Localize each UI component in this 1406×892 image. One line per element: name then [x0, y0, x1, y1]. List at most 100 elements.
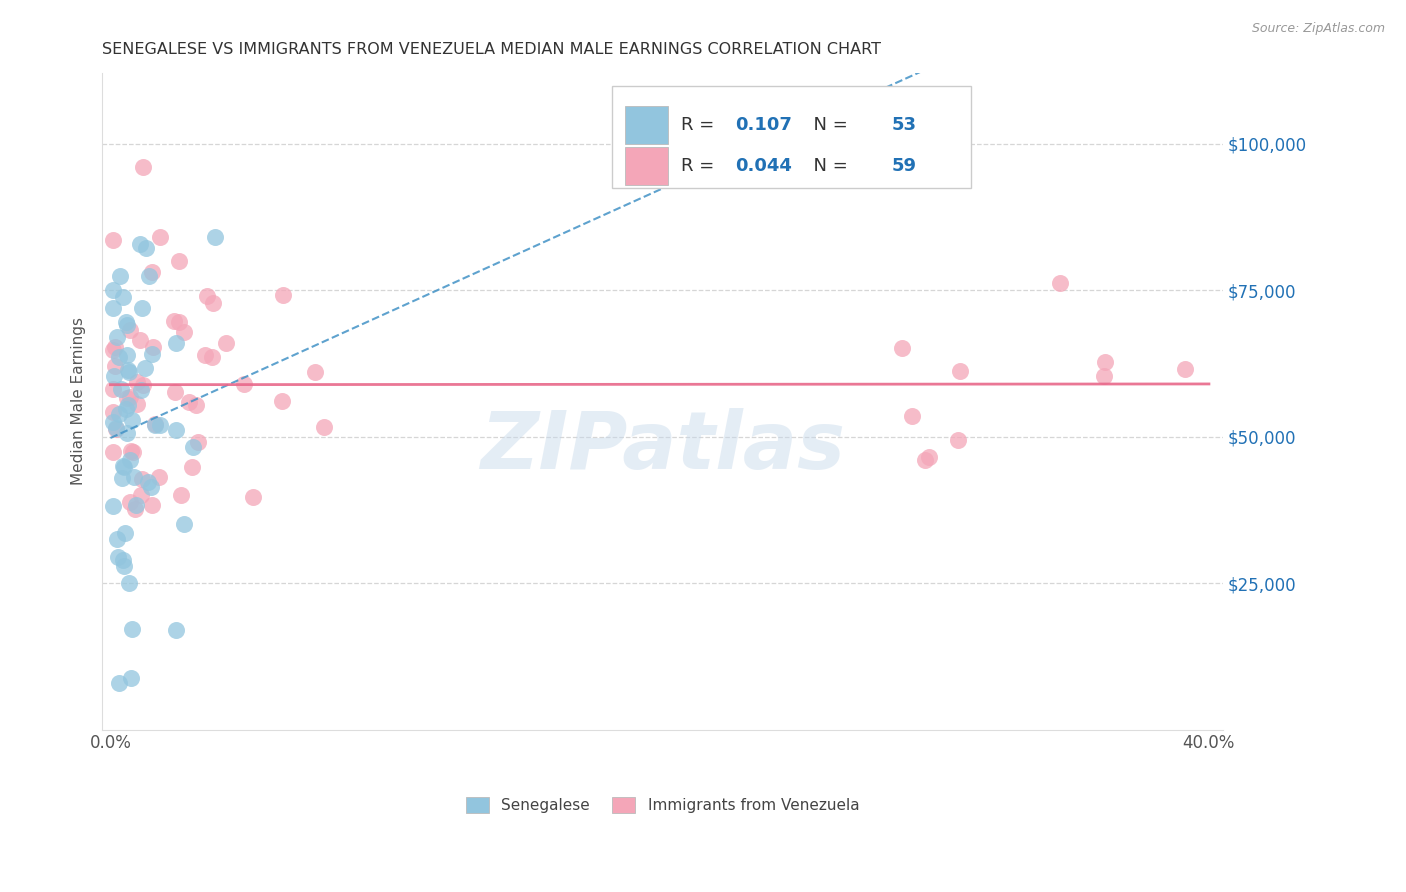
Immigrants from Venezuela [120, 495, 142, 509]
Immigrants from Venezuela [202, 296, 225, 310]
Immigrants from Venezuela [127, 397, 149, 411]
Senegalese [143, 418, 166, 433]
Senegalese [139, 480, 162, 494]
Immigrants from Venezuela [104, 340, 127, 354]
Immigrants from Venezuela [271, 288, 294, 302]
Immigrants from Venezuela [242, 490, 264, 504]
Immigrants from Venezuela [918, 450, 941, 464]
Immigrants from Venezuela [149, 230, 172, 244]
Immigrants from Venezuela [271, 393, 294, 408]
Senegalese [115, 426, 138, 441]
Senegalese [117, 398, 139, 412]
Senegalese [112, 553, 135, 567]
Senegalese [141, 347, 163, 361]
Immigrants from Venezuela [195, 289, 218, 303]
Senegalese [173, 516, 195, 531]
Immigrants from Venezuela [946, 433, 969, 447]
Text: 53: 53 [893, 116, 917, 134]
Text: N =: N = [803, 116, 853, 134]
Immigrants from Venezuela [181, 459, 204, 474]
Senegalese [136, 475, 159, 489]
Senegalese [103, 283, 125, 297]
Senegalese [114, 315, 136, 329]
Immigrants from Venezuela [214, 335, 236, 350]
Text: 0.107: 0.107 [735, 116, 792, 134]
Senegalese [118, 453, 141, 467]
Senegalese [122, 470, 145, 484]
Y-axis label: Median Male Earnings: Median Male Earnings [72, 318, 86, 485]
Senegalese [112, 460, 135, 475]
Immigrants from Venezuela [143, 417, 166, 431]
Immigrants from Venezuela [949, 364, 972, 378]
Senegalese [108, 407, 131, 421]
Immigrants from Venezuela [104, 359, 127, 373]
Senegalese [107, 549, 129, 564]
Senegalese [166, 423, 188, 437]
Immigrants from Venezuela [194, 348, 217, 362]
Senegalese [110, 383, 132, 397]
Immigrants from Venezuela [103, 233, 125, 247]
Immigrants from Venezuela [120, 444, 142, 458]
Immigrants from Venezuela [118, 323, 141, 337]
Immigrants from Venezuela [890, 341, 912, 355]
Senegalese [134, 360, 156, 375]
Immigrants from Venezuela [103, 382, 125, 396]
Senegalese [104, 421, 127, 435]
Senegalese [135, 241, 157, 255]
Senegalese [128, 237, 150, 252]
Immigrants from Venezuela [132, 160, 155, 174]
Immigrants from Venezuela [233, 377, 256, 392]
Immigrants from Venezuela [128, 333, 150, 347]
Text: N =: N = [803, 157, 853, 175]
Immigrants from Venezuela [901, 409, 924, 423]
Text: SENEGALESE VS IMMIGRANTS FROM VENEZUELA MEDIAN MALE EARNINGS CORRELATION CHART: SENEGALESE VS IMMIGRANTS FROM VENEZUELA … [103, 42, 882, 57]
Immigrants from Venezuela [103, 445, 125, 459]
Immigrants from Venezuela [132, 377, 155, 392]
Legend: Senegalese, Immigrants from Venezuela: Senegalese, Immigrants from Venezuela [458, 789, 868, 821]
Senegalese [103, 415, 125, 429]
Senegalese [107, 675, 129, 690]
Immigrants from Venezuela [1092, 368, 1115, 383]
Senegalese [120, 672, 142, 686]
Immigrants from Venezuela [131, 472, 153, 486]
Senegalese [103, 301, 125, 315]
Immigrants from Venezuela [141, 498, 163, 512]
Senegalese [131, 301, 153, 315]
Immigrants from Venezuela [1049, 276, 1071, 290]
Senegalese [165, 336, 187, 351]
Text: Source: ZipAtlas.com: Source: ZipAtlas.com [1251, 22, 1385, 36]
Text: 0.044: 0.044 [735, 157, 792, 175]
Senegalese [117, 348, 139, 362]
Senegalese [103, 369, 125, 384]
Immigrants from Venezuela [167, 315, 190, 329]
Senegalese [118, 576, 141, 591]
Text: R =: R = [682, 157, 720, 175]
Senegalese [204, 230, 226, 244]
Senegalese [121, 413, 143, 427]
Senegalese [108, 269, 131, 284]
Senegalese [138, 269, 160, 284]
Immigrants from Venezuela [177, 395, 200, 409]
Text: ZIPatlas: ZIPatlas [479, 409, 845, 486]
Senegalese [105, 532, 128, 546]
Text: 59: 59 [893, 157, 917, 175]
Immigrants from Venezuela [184, 398, 207, 412]
Immigrants from Venezuela [125, 375, 148, 389]
Immigrants from Venezuela [914, 452, 936, 467]
Senegalese [108, 351, 131, 365]
Immigrants from Venezuela [201, 350, 224, 364]
Immigrants from Venezuela [104, 422, 127, 436]
Bar [626, 106, 668, 144]
Immigrants from Venezuela [124, 502, 146, 516]
Senegalese [111, 471, 134, 485]
Immigrants from Venezuela [187, 435, 209, 450]
Immigrants from Venezuela [1173, 362, 1195, 376]
Immigrants from Venezuela [103, 405, 125, 419]
Immigrants from Venezuela [163, 313, 186, 327]
Senegalese [111, 290, 134, 304]
Senegalese [121, 622, 143, 636]
Senegalese [103, 500, 125, 514]
Immigrants from Venezuela [1094, 355, 1116, 369]
Senegalese [181, 440, 204, 454]
Senegalese [117, 362, 139, 376]
